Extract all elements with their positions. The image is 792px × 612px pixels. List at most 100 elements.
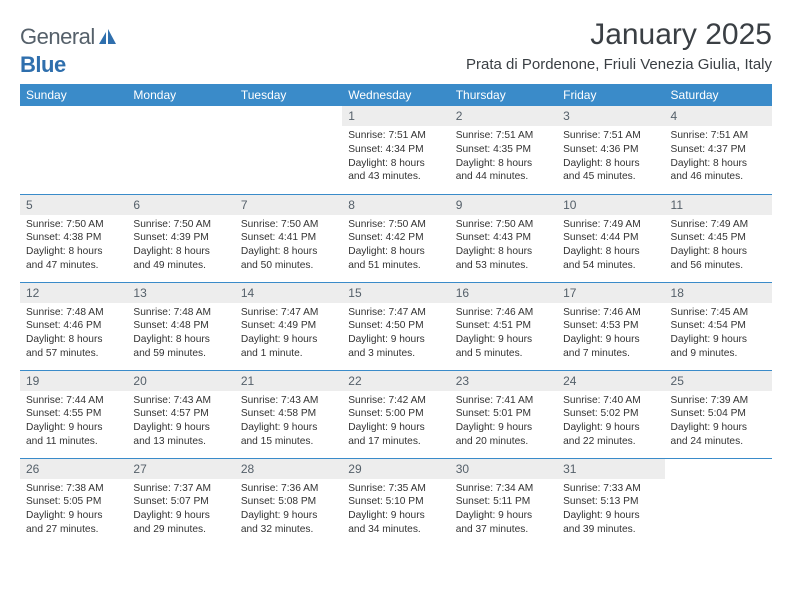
day-detail: Sunrise: 7:46 AMSunset: 4:51 PMDaylight:…: [450, 303, 557, 365]
day-detail: Sunrise: 7:47 AMSunset: 4:50 PMDaylight:…: [342, 303, 449, 365]
day-header: Thursday: [450, 84, 557, 106]
calendar-day: 11Sunrise: 7:49 AMSunset: 4:45 PMDayligh…: [665, 194, 772, 282]
sail-icon: [97, 26, 117, 52]
day-number: 12: [20, 283, 127, 303]
calendar-day: 23Sunrise: 7:41 AMSunset: 5:01 PMDayligh…: [450, 370, 557, 458]
day-detail: Sunrise: 7:51 AMSunset: 4:37 PMDaylight:…: [665, 126, 772, 188]
day-number: 31: [557, 459, 664, 479]
day-detail: Sunrise: 7:42 AMSunset: 5:00 PMDaylight:…: [342, 391, 449, 453]
day-number: 4: [665, 106, 772, 126]
calendar-day: 14Sunrise: 7:47 AMSunset: 4:49 PMDayligh…: [235, 282, 342, 370]
page-title: January 2025: [466, 18, 772, 52]
calendar-week: 1Sunrise: 7:51 AMSunset: 4:34 PMDaylight…: [20, 106, 772, 194]
day-number: 15: [342, 283, 449, 303]
day-detail: Sunrise: 7:39 AMSunset: 5:04 PMDaylight:…: [665, 391, 772, 453]
day-header-row: SundayMondayTuesdayWednesdayThursdayFrid…: [20, 84, 772, 106]
day-number: [127, 106, 234, 126]
calendar-day: [127, 106, 234, 194]
calendar-day: 16Sunrise: 7:46 AMSunset: 4:51 PMDayligh…: [450, 282, 557, 370]
day-number: [665, 459, 772, 479]
day-number: 29: [342, 459, 449, 479]
calendar-body: 1Sunrise: 7:51 AMSunset: 4:34 PMDaylight…: [20, 106, 772, 546]
calendar-day: 3Sunrise: 7:51 AMSunset: 4:36 PMDaylight…: [557, 106, 664, 194]
day-detail: Sunrise: 7:34 AMSunset: 5:11 PMDaylight:…: [450, 479, 557, 541]
day-detail: Sunrise: 7:47 AMSunset: 4:49 PMDaylight:…: [235, 303, 342, 365]
day-number: [20, 106, 127, 126]
calendar-day: 2Sunrise: 7:51 AMSunset: 4:35 PMDaylight…: [450, 106, 557, 194]
day-detail: Sunrise: 7:36 AMSunset: 5:08 PMDaylight:…: [235, 479, 342, 541]
calendar-day: 1Sunrise: 7:51 AMSunset: 4:34 PMDaylight…: [342, 106, 449, 194]
day-detail: Sunrise: 7:38 AMSunset: 5:05 PMDaylight:…: [20, 479, 127, 541]
day-detail: Sunrise: 7:43 AMSunset: 4:58 PMDaylight:…: [235, 391, 342, 453]
day-detail: Sunrise: 7:50 AMSunset: 4:42 PMDaylight:…: [342, 215, 449, 277]
calendar-day: [235, 106, 342, 194]
calendar-day: 4Sunrise: 7:51 AMSunset: 4:37 PMDaylight…: [665, 106, 772, 194]
calendar-day: 18Sunrise: 7:45 AMSunset: 4:54 PMDayligh…: [665, 282, 772, 370]
calendar-day: 6Sunrise: 7:50 AMSunset: 4:39 PMDaylight…: [127, 194, 234, 282]
calendar-day: 30Sunrise: 7:34 AMSunset: 5:11 PMDayligh…: [450, 458, 557, 546]
day-detail: Sunrise: 7:44 AMSunset: 4:55 PMDaylight:…: [20, 391, 127, 453]
day-detail: Sunrise: 7:50 AMSunset: 4:43 PMDaylight:…: [450, 215, 557, 277]
day-detail: Sunrise: 7:49 AMSunset: 4:44 PMDaylight:…: [557, 215, 664, 277]
calendar-day: 7Sunrise: 7:50 AMSunset: 4:41 PMDaylight…: [235, 194, 342, 282]
calendar-day: 12Sunrise: 7:48 AMSunset: 4:46 PMDayligh…: [20, 282, 127, 370]
calendar-day: 24Sunrise: 7:40 AMSunset: 5:02 PMDayligh…: [557, 370, 664, 458]
logo: GeneralBlue: [20, 18, 119, 78]
calendar-day: [20, 106, 127, 194]
day-header: Friday: [557, 84, 664, 106]
calendar-day: 25Sunrise: 7:39 AMSunset: 5:04 PMDayligh…: [665, 370, 772, 458]
day-detail: Sunrise: 7:51 AMSunset: 4:36 PMDaylight:…: [557, 126, 664, 188]
day-number: 18: [665, 283, 772, 303]
day-detail: Sunrise: 7:37 AMSunset: 5:07 PMDaylight:…: [127, 479, 234, 541]
day-detail: Sunrise: 7:41 AMSunset: 5:01 PMDaylight:…: [450, 391, 557, 453]
calendar-day: [665, 458, 772, 546]
day-number: 17: [557, 283, 664, 303]
day-detail: Sunrise: 7:45 AMSunset: 4:54 PMDaylight:…: [665, 303, 772, 365]
day-number: 13: [127, 283, 234, 303]
day-number: 10: [557, 195, 664, 215]
day-header: Tuesday: [235, 84, 342, 106]
day-number: 7: [235, 195, 342, 215]
calendar-day: 28Sunrise: 7:36 AMSunset: 5:08 PMDayligh…: [235, 458, 342, 546]
day-number: 1: [342, 106, 449, 126]
day-number: 26: [20, 459, 127, 479]
calendar-week: 19Sunrise: 7:44 AMSunset: 4:55 PMDayligh…: [20, 370, 772, 458]
calendar-day: 20Sunrise: 7:43 AMSunset: 4:57 PMDayligh…: [127, 370, 234, 458]
day-number: 2: [450, 106, 557, 126]
day-number: 28: [235, 459, 342, 479]
calendar-day: 21Sunrise: 7:43 AMSunset: 4:58 PMDayligh…: [235, 370, 342, 458]
calendar-day: 13Sunrise: 7:48 AMSunset: 4:48 PMDayligh…: [127, 282, 234, 370]
day-header: Monday: [127, 84, 234, 106]
logo-part2: Blue: [20, 52, 66, 77]
day-number: 22: [342, 371, 449, 391]
calendar-day: 31Sunrise: 7:33 AMSunset: 5:13 PMDayligh…: [557, 458, 664, 546]
calendar-day: 17Sunrise: 7:46 AMSunset: 4:53 PMDayligh…: [557, 282, 664, 370]
day-number: 19: [20, 371, 127, 391]
day-number: 27: [127, 459, 234, 479]
logo-text: GeneralBlue: [20, 24, 119, 78]
day-detail: Sunrise: 7:33 AMSunset: 5:13 PMDaylight:…: [557, 479, 664, 541]
location-text: Prata di Pordenone, Friuli Venezia Giuli…: [466, 56, 772, 73]
day-header: Wednesday: [342, 84, 449, 106]
day-number: 16: [450, 283, 557, 303]
calendar-day: 5Sunrise: 7:50 AMSunset: 4:38 PMDaylight…: [20, 194, 127, 282]
calendar-week: 5Sunrise: 7:50 AMSunset: 4:38 PMDaylight…: [20, 194, 772, 282]
calendar-week: 26Sunrise: 7:38 AMSunset: 5:05 PMDayligh…: [20, 458, 772, 546]
day-detail: Sunrise: 7:48 AMSunset: 4:46 PMDaylight:…: [20, 303, 127, 365]
day-detail: Sunrise: 7:50 AMSunset: 4:41 PMDaylight:…: [235, 215, 342, 277]
calendar-day: 19Sunrise: 7:44 AMSunset: 4:55 PMDayligh…: [20, 370, 127, 458]
day-number: 30: [450, 459, 557, 479]
calendar-day: 22Sunrise: 7:42 AMSunset: 5:00 PMDayligh…: [342, 370, 449, 458]
day-detail: Sunrise: 7:50 AMSunset: 4:39 PMDaylight:…: [127, 215, 234, 277]
day-number: [235, 106, 342, 126]
calendar-day: 27Sunrise: 7:37 AMSunset: 5:07 PMDayligh…: [127, 458, 234, 546]
day-detail: Sunrise: 7:50 AMSunset: 4:38 PMDaylight:…: [20, 215, 127, 277]
title-block: January 2025 Prata di Pordenone, Friuli …: [466, 18, 772, 73]
calendar-day: 26Sunrise: 7:38 AMSunset: 5:05 PMDayligh…: [20, 458, 127, 546]
day-detail: Sunrise: 7:40 AMSunset: 5:02 PMDaylight:…: [557, 391, 664, 453]
calendar-day: 9Sunrise: 7:50 AMSunset: 4:43 PMDaylight…: [450, 194, 557, 282]
day-number: 21: [235, 371, 342, 391]
day-detail: Sunrise: 7:48 AMSunset: 4:48 PMDaylight:…: [127, 303, 234, 365]
header: GeneralBlue January 2025 Prata di Porden…: [20, 18, 772, 78]
day-number: 9: [450, 195, 557, 215]
